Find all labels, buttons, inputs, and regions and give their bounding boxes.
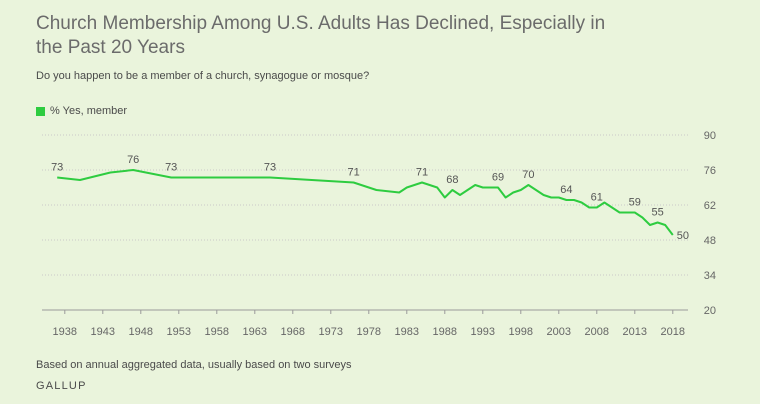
footnote: Based on annual aggregated data, usually… bbox=[36, 359, 352, 371]
x-tick-label: 1978 bbox=[357, 326, 381, 338]
x-tick-label: 1938 bbox=[53, 326, 77, 338]
chart-subtitle: Do you happen to be a member of a church… bbox=[36, 70, 370, 82]
x-tick-label: 2008 bbox=[585, 326, 609, 338]
data-label: 70 bbox=[522, 169, 534, 181]
chart-title: Church Membership Among U.S. Adults Has … bbox=[36, 13, 606, 58]
x-tick-label: 1943 bbox=[91, 326, 115, 338]
data-label: 71 bbox=[347, 167, 359, 179]
y-tick-label: 20 bbox=[704, 305, 716, 317]
x-tick-label: 1958 bbox=[205, 326, 229, 338]
data-label: 50 bbox=[677, 230, 689, 242]
x-axis: 1938 1943 1948 1953 1958 1963 1968 1973 1978 1983… bbox=[53, 310, 685, 338]
y-tick-label: 62 bbox=[704, 200, 716, 212]
y-tick-label: 76 bbox=[704, 165, 716, 177]
x-tick-label: 2003 bbox=[547, 326, 571, 338]
data-label: 64 bbox=[560, 184, 572, 196]
x-tick-label: 1983 bbox=[395, 326, 419, 338]
legend-swatch bbox=[36, 106, 45, 116]
x-tick-label: 1988 bbox=[433, 326, 457, 338]
data-labels: 73 76 73 73 71 71 68 69 70 64 61 59 55 50 bbox=[51, 154, 689, 242]
data-label: 73 bbox=[165, 162, 177, 174]
x-tick-label: 2013 bbox=[623, 326, 647, 338]
x-tick-label: 1953 bbox=[167, 326, 191, 338]
legend: % Yes, member bbox=[36, 105, 127, 117]
x-tick-label: 1998 bbox=[509, 326, 533, 338]
data-label: 59 bbox=[629, 197, 641, 209]
x-tick-label: 1973 bbox=[319, 326, 343, 338]
data-label: 68 bbox=[446, 174, 458, 186]
data-label: 61 bbox=[591, 192, 603, 204]
x-tick-label: 1963 bbox=[243, 326, 267, 338]
y-axis-ticks: 20 34 48 62 76 90 bbox=[704, 130, 716, 317]
y-tick-label: 34 bbox=[704, 270, 716, 282]
data-label: 55 bbox=[651, 207, 663, 219]
x-tick-label: 1948 bbox=[129, 326, 153, 338]
series-line-membership bbox=[57, 169, 674, 236]
data-label: 73 bbox=[51, 162, 63, 174]
y-tick-label: 48 bbox=[704, 235, 716, 247]
y-tick-label: 90 bbox=[704, 130, 716, 142]
gridlines bbox=[42, 134, 688, 311]
x-tick-label: 2018 bbox=[661, 326, 685, 338]
data-label: 73 bbox=[264, 162, 276, 174]
legend-label: % Yes, member bbox=[50, 105, 128, 117]
x-tick-label: 1993 bbox=[471, 326, 495, 338]
x-tick-label: 1968 bbox=[281, 326, 305, 338]
source-logo: GALLUP bbox=[36, 380, 87, 392]
data-label: 71 bbox=[416, 167, 428, 179]
data-label: 69 bbox=[492, 172, 504, 184]
series-lines bbox=[57, 169, 674, 236]
data-label: 76 bbox=[127, 154, 139, 166]
